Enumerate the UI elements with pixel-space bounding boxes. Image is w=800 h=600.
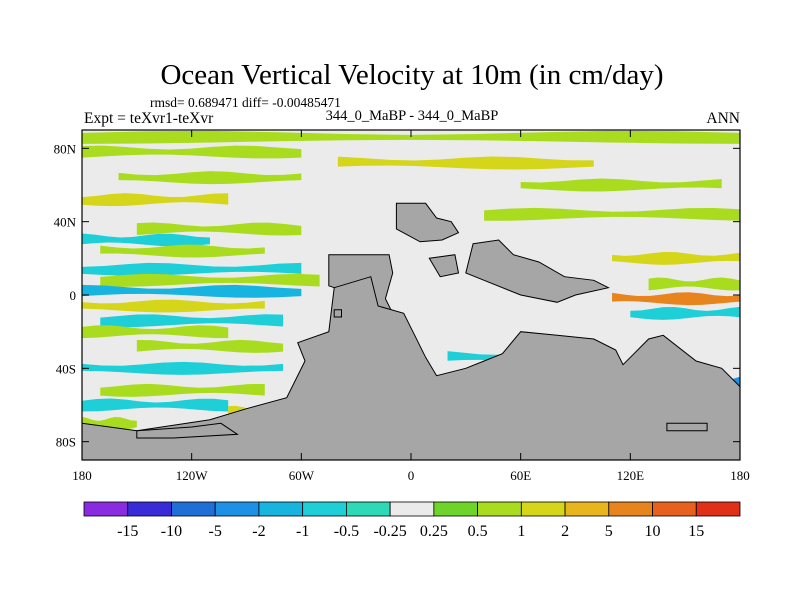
case-text: 344_0_MaBP - 344_0_MaBP [326, 108, 499, 124]
colorbar-swatch [695, 501, 741, 517]
field-band [82, 193, 229, 207]
field-band [337, 156, 594, 170]
field-band [520, 178, 722, 192]
colorbar-swatch [345, 501, 391, 517]
land-small-island-a [428, 254, 460, 278]
y-tick-label: 0 [70, 288, 77, 303]
x-tick-label: 120W [176, 468, 209, 483]
y-tick-label: 40N [54, 215, 77, 230]
land-antarctic-shelf [136, 422, 239, 439]
x-tick-label: 60E [510, 468, 531, 483]
x-tick-label: 180 [730, 468, 750, 483]
field-band [118, 171, 302, 185]
field-band [82, 284, 302, 298]
colorbar-swatch [477, 501, 522, 517]
colorbar-swatch [608, 501, 653, 517]
colorbar-label: 0.25 [420, 523, 448, 540]
colorbar-label: 0.5 [468, 523, 488, 540]
field-band [82, 325, 229, 339]
colorbar-swatch [652, 501, 697, 517]
land-layer [82, 202, 740, 460]
colorbar-label: 1 [517, 523, 525, 540]
field-band [82, 416, 137, 430]
x-tick-label: 60W [289, 468, 315, 483]
colorbar-swatch [520, 501, 566, 517]
colorbar-label: -0.25 [373, 523, 406, 540]
field-band [82, 130, 740, 144]
colorbar-label: 2 [561, 523, 569, 540]
x-tick-label: 120E [617, 468, 645, 483]
colorbar-label: -15 [117, 523, 138, 540]
land-small-island-b [333, 309, 342, 318]
colorbar-label: 15 [688, 523, 704, 540]
colorbar-swatch [564, 501, 610, 517]
field-band [82, 299, 265, 313]
colorbar-swatch [127, 501, 172, 517]
colorbar-swatch [171, 501, 216, 517]
land-east-island [465, 239, 610, 303]
field-band [82, 145, 302, 159]
field-band [100, 314, 284, 328]
colorbar-swatch [214, 501, 260, 517]
colorbar-label: 5 [605, 523, 613, 540]
field-band [82, 361, 284, 375]
season-text: ANN [706, 110, 740, 127]
field-band [612, 251, 740, 265]
experiment-text: Expt = teXvr1-teXvr [84, 110, 214, 127]
colorbar-label: -1 [296, 523, 309, 540]
colorbar-swatch [389, 501, 435, 517]
y-tick-label: 80N [54, 141, 77, 156]
field-band [136, 222, 302, 236]
chart-title: Ocean Vertical Velocity at 10m (in cm/da… [160, 59, 663, 91]
field-band [82, 233, 210, 247]
field-band [630, 306, 740, 320]
colorbar-label: -0.5 [334, 523, 359, 540]
land-south-islet [666, 422, 708, 432]
x-axis: 180 120W 60W 0 60E 120E 180 [72, 130, 750, 483]
field-band [136, 339, 284, 353]
colorbar: -15 -10 -5 -2 -1 -0.5 -0.25 0.25 0.5 1 2 5 10 15 [83, 501, 741, 540]
y-tick-label: 40S [56, 361, 76, 376]
field-band [484, 207, 740, 221]
field-band [100, 244, 265, 258]
y-axis: 80N 40N 0 40S 80S [54, 141, 740, 450]
field-band [100, 383, 265, 397]
field-band [100, 273, 320, 287]
colorbar-label: -5 [209, 523, 222, 540]
y-tick-label: 80S [56, 435, 76, 450]
colorbar-label: -10 [161, 523, 182, 540]
colorbar-swatch [302, 501, 347, 517]
land-north-america-interior [395, 202, 460, 243]
colorbar-swatch [433, 501, 479, 517]
x-tick-label: 180 [72, 468, 92, 483]
field-band [82, 398, 229, 412]
map-plot: 180 120W 60W 0 60E 120E 180 80N 40N 0 40S 80S [54, 129, 750, 483]
colorbar-swatch [83, 501, 129, 517]
colorbar-label: 10 [645, 523, 661, 540]
x-tick-label: 0 [408, 468, 415, 483]
colorbar-label: -2 [252, 523, 265, 540]
stats-text: rmsd= 0.689471 diff= -0.00485471 [150, 95, 341, 110]
field-band [82, 262, 302, 276]
field-band [612, 292, 740, 306]
field-band [648, 277, 740, 291]
colorbar-swatch [258, 501, 304, 517]
